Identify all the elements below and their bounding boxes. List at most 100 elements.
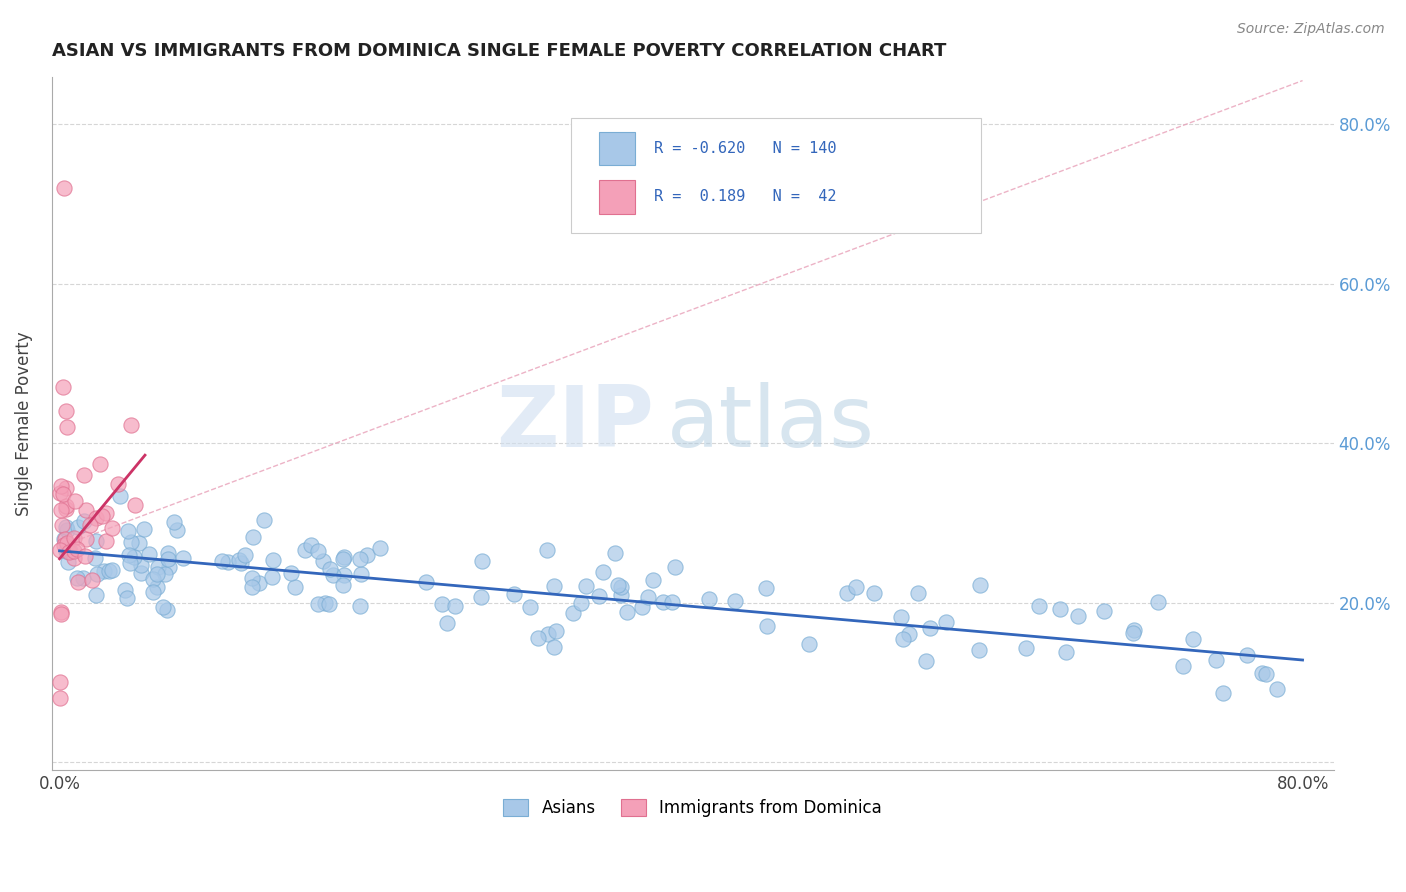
- Point: [59, 543, 82, 558]
- Point: [49, 486, 72, 500]
- Point: [519, 600, 541, 615]
- Point: [122, 549, 145, 564]
- Point: [75, 503, 97, 517]
- Point: [138, 547, 160, 561]
- Point: [603, 546, 626, 560]
- Point: [349, 599, 371, 614]
- Point: [314, 596, 336, 610]
- Point: [118, 548, 141, 562]
- Point: [1015, 641, 1038, 656]
- Point: [914, 654, 936, 668]
- Bar: [599, 180, 636, 213]
- Point: [141, 585, 163, 599]
- Point: [55, 481, 77, 495]
- Point: [108, 489, 131, 503]
- Point: [128, 536, 150, 550]
- Point: [49, 479, 72, 493]
- Point: [835, 586, 858, 600]
- Point: [53, 538, 76, 552]
- Point: [432, 597, 454, 611]
- Point: [863, 585, 886, 599]
- Point: [436, 616, 458, 631]
- Point: [217, 555, 239, 569]
- Point: [67, 520, 90, 534]
- Y-axis label: Single Female Poverty: Single Female Poverty: [15, 331, 32, 516]
- Point: [240, 580, 263, 594]
- Point: [307, 597, 329, 611]
- Point: [610, 588, 633, 602]
- Point: [51, 607, 73, 621]
- Point: [536, 543, 558, 558]
- Point: [132, 522, 155, 536]
- Point: [129, 558, 152, 573]
- Point: [294, 542, 316, 557]
- Point: [157, 546, 180, 560]
- Point: [527, 631, 550, 645]
- Point: [262, 553, 284, 567]
- Point: [569, 596, 592, 610]
- Point: [1054, 645, 1077, 659]
- Point: [79, 518, 101, 533]
- Point: [537, 626, 560, 640]
- Point: [56, 555, 79, 569]
- Point: [84, 510, 107, 524]
- Point: [1049, 601, 1071, 615]
- Point: [1205, 653, 1227, 667]
- Bar: [599, 132, 636, 165]
- Point: [142, 572, 165, 586]
- Text: R =  0.189   N =  42: R = 0.189 N = 42: [654, 189, 837, 204]
- Point: [228, 552, 250, 566]
- Point: [502, 587, 524, 601]
- Point: [101, 521, 124, 535]
- Point: [163, 516, 186, 530]
- Point: [651, 595, 673, 609]
- Point: [546, 624, 568, 638]
- Point: [444, 599, 467, 614]
- Point: [152, 599, 174, 614]
- Point: [86, 567, 108, 582]
- Point: [89, 457, 111, 471]
- Point: [56, 420, 79, 434]
- Point: [114, 583, 136, 598]
- Point: [1236, 648, 1258, 662]
- Point: [94, 506, 117, 520]
- Point: [697, 591, 720, 606]
- Point: [724, 593, 747, 607]
- Point: [350, 566, 373, 581]
- Text: ZIP: ZIP: [496, 382, 654, 465]
- Point: [211, 554, 233, 568]
- Point: [543, 579, 565, 593]
- Point: [156, 552, 179, 566]
- Text: ASIAN VS IMMIGRANTS FROM DOMINICA SINGLE FEMALE POVERTY CORRELATION CHART: ASIAN VS IMMIGRANTS FROM DOMINICA SINGLE…: [52, 42, 946, 60]
- Point: [84, 534, 107, 549]
- Point: [80, 574, 103, 588]
- Point: [592, 566, 614, 580]
- Point: [333, 549, 356, 564]
- Point: [55, 499, 77, 513]
- Point: [920, 621, 942, 635]
- Point: [322, 568, 344, 582]
- Point: [233, 548, 256, 562]
- Point: [969, 578, 991, 592]
- Point: [153, 566, 176, 581]
- Point: [349, 552, 371, 566]
- Point: [356, 549, 378, 563]
- Point: [62, 551, 84, 566]
- Point: [1028, 599, 1050, 613]
- Point: [1094, 604, 1116, 618]
- Point: [55, 502, 77, 516]
- Point: [97, 564, 120, 578]
- Point: [157, 559, 180, 574]
- Point: [631, 600, 654, 615]
- Point: [891, 632, 914, 646]
- Point: [63, 543, 86, 558]
- Text: atlas: atlas: [666, 382, 875, 465]
- Point: [616, 605, 638, 619]
- Point: [48, 675, 70, 690]
- Point: [332, 552, 354, 566]
- Point: [55, 520, 77, 534]
- Point: [83, 551, 105, 566]
- Point: [49, 543, 72, 558]
- Point: [242, 530, 264, 544]
- Point: [48, 691, 70, 706]
